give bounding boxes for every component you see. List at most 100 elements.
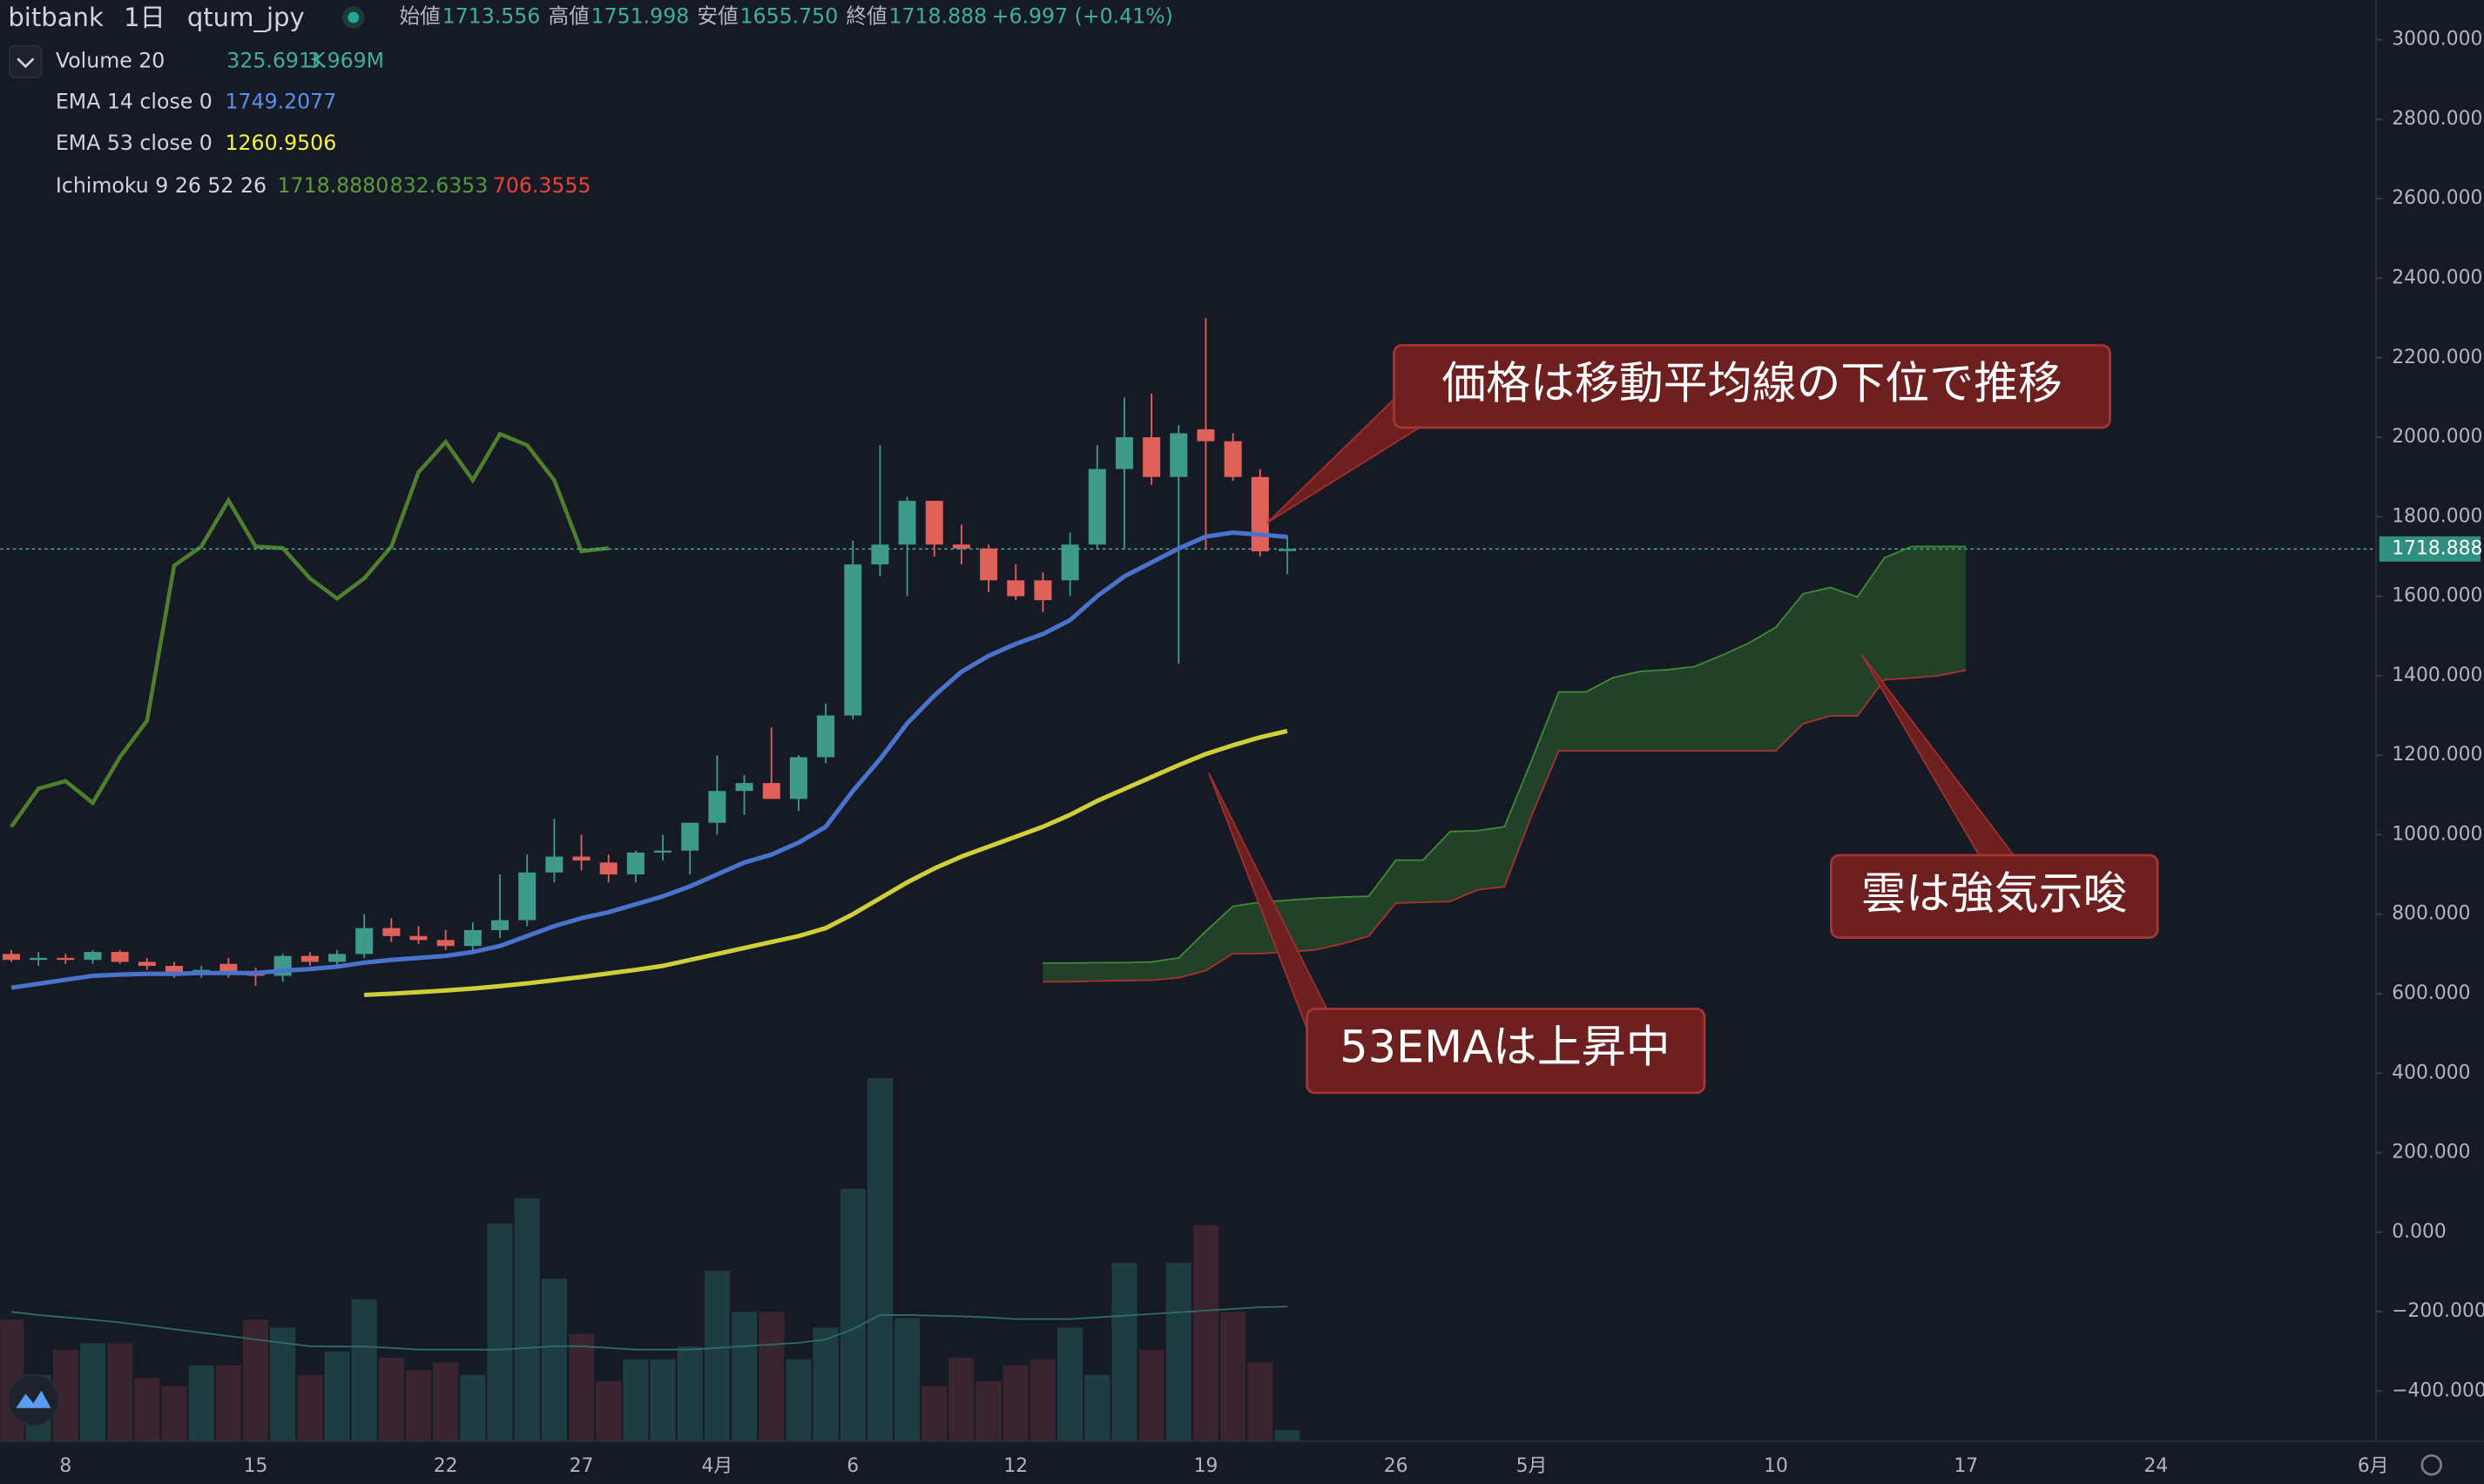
settings-icon[interactable] <box>2420 1454 2443 1476</box>
volume-bar <box>921 1386 948 1441</box>
volume-bar <box>433 1362 459 1441</box>
volume-bar <box>1274 1430 1300 1441</box>
ohlc-value: 1713.556 <box>442 4 541 29</box>
volume-bar <box>351 1298 377 1441</box>
y-tick-label: 2200.000 <box>2392 347 2482 368</box>
candle-body <box>654 850 672 853</box>
candle-body <box>1251 476 1269 552</box>
volume-bar <box>894 1318 921 1441</box>
y-tick-label: 1800.000 <box>2392 505 2482 527</box>
candle-body <box>762 783 780 799</box>
volume-bar <box>297 1374 323 1441</box>
axis-cover <box>2377 1442 2410 1484</box>
volume-bar <box>107 1343 133 1441</box>
candle-body <box>300 955 319 962</box>
x-tick-label: 5月 <box>1516 1455 1548 1477</box>
volume-bar <box>732 1312 758 1441</box>
legend-value: 3.969M <box>307 48 384 72</box>
interval: 1日 <box>124 3 165 32</box>
y-tick-label: −200.000 <box>2392 1300 2484 1322</box>
legend-name: EMA 53 close 0 <box>56 131 213 155</box>
legend-value: 1749.2077 <box>225 90 336 114</box>
volume-ma-line <box>10 1305 1287 1351</box>
x-tick-label: 12 <box>1003 1455 1028 1477</box>
x-tick-label: 8 <box>59 1455 71 1477</box>
volume-bar <box>405 1370 432 1441</box>
candle-body <box>1197 428 1215 442</box>
candle-body <box>1115 437 1133 469</box>
exchange: bitbank <box>8 3 104 32</box>
candle-body <box>952 544 970 549</box>
collapse-icon <box>17 57 35 69</box>
volume-bar <box>378 1357 404 1441</box>
volume-bar <box>1138 1349 1164 1441</box>
x-tick-label: 6月 <box>2358 1455 2389 1477</box>
legend-name: Volume 20 <box>56 48 165 72</box>
x-tick-label: 24 <box>2144 1455 2169 1477</box>
volume-bar <box>1220 1312 1246 1441</box>
volume-bar <box>487 1223 513 1441</box>
candle-body <box>491 920 510 930</box>
ohlc-value: 1751.998 <box>591 4 690 29</box>
x-tick-label: 17 <box>1954 1455 1978 1477</box>
annotation-text: 価格は移動平均線の下位で推移 <box>1441 359 2062 410</box>
y-tick-label: 200.000 <box>2392 1142 2470 1164</box>
volume-bar <box>975 1381 1002 1441</box>
y-tick-label: 1600.000 <box>2392 585 2482 607</box>
candle-body <box>518 872 537 921</box>
legend-value: 1718.8880 <box>277 173 388 198</box>
x-tick-label: 27 <box>570 1455 594 1477</box>
candle-body <box>382 928 401 936</box>
ichimoku-line <box>10 431 609 828</box>
candle-body <box>1170 433 1188 477</box>
candle-body <box>57 957 75 961</box>
volume-bar <box>541 1278 567 1441</box>
volume-bar <box>1111 1263 1137 1441</box>
candle-body <box>980 548 998 581</box>
logo-icon <box>16 1390 51 1408</box>
last-price-box <box>2379 536 2481 562</box>
volume-bar <box>79 1343 106 1441</box>
status-dot-core <box>348 11 360 24</box>
candle-body <box>1224 441 1242 477</box>
annotation-box <box>1830 853 2159 939</box>
volume-bar <box>596 1381 622 1441</box>
candle-body <box>844 564 862 716</box>
candle-body <box>1007 580 1025 597</box>
candle-body <box>30 957 48 961</box>
x-tick-label: 19 <box>1194 1455 1218 1477</box>
y-tick-label: 1000.000 <box>2392 823 2482 845</box>
logo[interactable] <box>7 1373 60 1427</box>
volume-bar <box>704 1271 730 1441</box>
volume-bar <box>623 1359 649 1441</box>
candle-body <box>708 791 726 823</box>
candle-body <box>572 856 591 861</box>
volume-bar <box>1029 1359 1056 1441</box>
candle-body <box>2 954 20 961</box>
volume-bar <box>1002 1365 1029 1441</box>
legend-value: 832.6353 <box>390 173 489 198</box>
legend-name: Ichimoku 9 26 52 26 <box>56 173 267 198</box>
candle-body <box>545 856 564 873</box>
y-tick-label: 2000.000 <box>2392 426 2482 448</box>
last-price-label: 1718.888 <box>2392 537 2482 559</box>
candle-body <box>817 715 835 758</box>
ichimoku-cloud <box>1043 546 1967 982</box>
candle-body <box>219 963 238 975</box>
volume-bar <box>650 1359 676 1441</box>
candle-body <box>1061 544 1079 581</box>
annotation: 価格は移動平均線の下位で推移 <box>1266 344 2111 523</box>
ema-line <box>364 728 1288 997</box>
volume-bar <box>188 1365 214 1441</box>
legend-value: 706.3555 <box>493 173 591 198</box>
x-tick-label: 10 <box>1764 1455 1788 1477</box>
collapse-button[interactable] <box>9 44 43 79</box>
candle-body <box>436 940 455 947</box>
annotation: 53EMAは上昇中 <box>1207 772 1706 1095</box>
volume-bar <box>867 1078 893 1441</box>
annotation-box <box>1306 1008 1706 1095</box>
y-tick-label: 400.000 <box>2392 1062 2470 1083</box>
candle-body <box>789 757 807 799</box>
y-tick-label: 3000.000 <box>2392 29 2482 51</box>
candle-body <box>626 852 645 875</box>
